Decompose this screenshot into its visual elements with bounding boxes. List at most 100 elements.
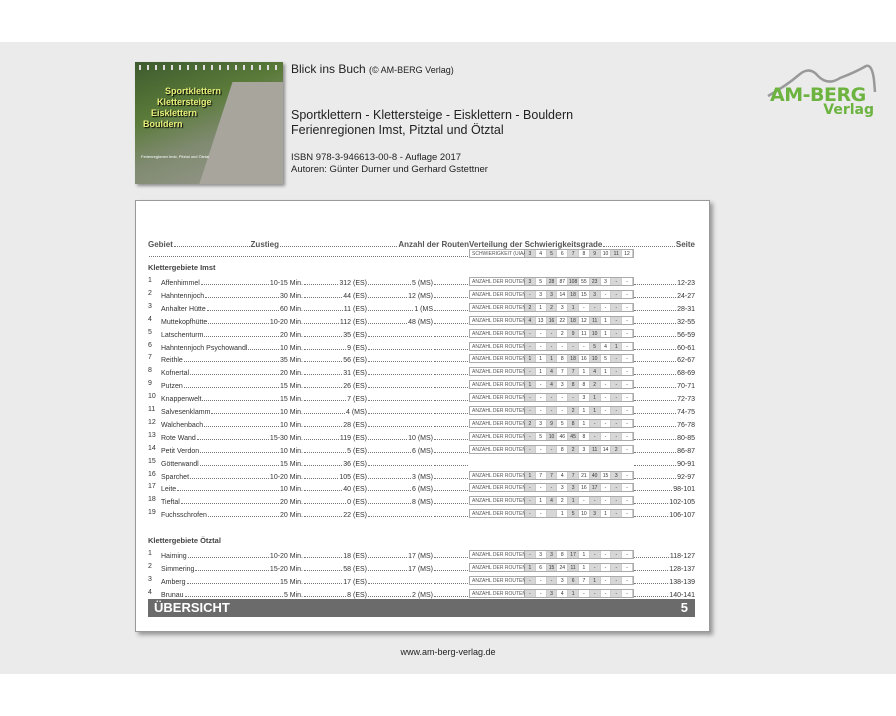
dot-leader bbox=[304, 516, 343, 518]
grade-count: 1 bbox=[536, 303, 547, 311]
grade-count: 6 bbox=[568, 576, 579, 584]
grade-count: 1 bbox=[525, 471, 536, 479]
grade-count: 1 bbox=[568, 589, 579, 597]
grade-count: - bbox=[536, 576, 547, 584]
dot-leader bbox=[434, 438, 468, 440]
grade-count: 12 bbox=[579, 316, 590, 324]
row-label: ANZAHL DER ROUTEN bbox=[472, 432, 526, 440]
cell: Petit Verdon 10 Min. bbox=[161, 445, 303, 455]
grade-count: 1 bbox=[579, 368, 590, 376]
cell bbox=[367, 342, 433, 352]
cell-value: 26 (ES) bbox=[343, 383, 367, 391]
cell: Brunau 5 Min. bbox=[161, 589, 303, 599]
row-label: ANZAHL DER ROUTEN bbox=[472, 471, 526, 479]
table-row: 16 Sparchet 10-20 Min. 105 (ES) 3 (MS) 92-97 A… bbox=[148, 470, 695, 481]
grade-distribution: ANZAHL DER ROUTEN -1 4 7 7 1 4 1- - bbox=[469, 367, 634, 377]
cell: 60-61 bbox=[633, 342, 695, 352]
cell: Tieftal 20 Min. bbox=[161, 496, 303, 506]
grade-count: - bbox=[611, 497, 623, 505]
table-row: 4 Muttekopfhütte 10-20 Min. 112 (ES) 48 (MS)… bbox=[148, 315, 695, 326]
dot-leader bbox=[304, 557, 343, 559]
row-number: 10 bbox=[148, 393, 156, 401]
cell: 40 (ES) bbox=[303, 483, 367, 493]
cell-value: 20 Min. bbox=[280, 331, 303, 339]
cell: 1 (MS bbox=[367, 303, 433, 313]
grade-count: 15 bbox=[546, 564, 558, 571]
cell bbox=[433, 576, 469, 586]
cell: 0 (ES) bbox=[303, 496, 367, 506]
cell: 36 (ES) bbox=[303, 458, 367, 468]
cell-value: 10 Min. bbox=[280, 486, 303, 494]
grade-count: - bbox=[579, 303, 590, 311]
grade-count: 1 bbox=[525, 564, 536, 571]
grade-count: 10 bbox=[546, 432, 558, 440]
row-label: ANZAHL DER ROUTEN bbox=[472, 329, 526, 337]
cell: 17 (MS) bbox=[367, 550, 433, 560]
row-label: ANZAHL DER ROUTEN bbox=[472, 394, 526, 402]
cell: 102-105 bbox=[633, 496, 695, 506]
grade-count: 22 bbox=[557, 316, 569, 324]
grade-header: 11 bbox=[611, 250, 623, 257]
dot-leader bbox=[434, 516, 468, 518]
dot-leader bbox=[634, 451, 677, 453]
grade-count: - bbox=[525, 497, 536, 505]
table-row: 7 Reithle 35 Min. 56 (ES) 62-67 ANZAHL DER RO… bbox=[148, 354, 695, 364]
row-label: ANZAHL DER ROUTEN bbox=[472, 368, 526, 376]
grade-count: 3 bbox=[579, 394, 590, 402]
row-number: 12 bbox=[148, 418, 156, 426]
grade-count: 87 bbox=[557, 278, 569, 285]
dot-leader bbox=[304, 503, 347, 505]
cover-line: Eisklettern bbox=[151, 108, 198, 118]
grade-count: 28 bbox=[546, 278, 558, 285]
cell: 5 (MS) bbox=[367, 277, 433, 287]
row-label: ANZAHL DER ROUTEN bbox=[472, 316, 526, 324]
cell-value: 28 (ES) bbox=[343, 421, 367, 429]
cell-value: Anzahl der Routen bbox=[398, 240, 469, 249]
grade-count: 46 bbox=[557, 432, 569, 440]
grade-count: 11 bbox=[568, 564, 579, 571]
dot-leader bbox=[634, 490, 673, 492]
grade-count: - bbox=[536, 589, 547, 597]
cell: 3 (MS) bbox=[367, 471, 433, 481]
cell bbox=[433, 458, 469, 468]
grade-count: 3 bbox=[536, 419, 547, 427]
row-number: 13 bbox=[148, 431, 156, 439]
cell-value: 5 (ES) bbox=[347, 447, 367, 455]
grade-count: 3 bbox=[546, 551, 558, 559]
dot-leader bbox=[434, 595, 468, 597]
cell bbox=[433, 367, 469, 377]
cell: 35 (ES) bbox=[303, 329, 367, 339]
dot-leader bbox=[634, 284, 677, 285]
grade-count: - bbox=[611, 368, 623, 376]
table-row: 9 Putzen 15 Min. 26 (ES) 70-71 ANZAHL DER ROU… bbox=[148, 380, 695, 390]
table-row: 4 Brunau 5 Min. 8 (ES) 2 (MS) 140-141 ANZAHL D… bbox=[148, 588, 695, 599]
dot-leader bbox=[368, 557, 408, 559]
dot-leader bbox=[304, 322, 339, 324]
row-number: 3 bbox=[148, 575, 152, 583]
cell: 70-71 bbox=[633, 380, 695, 390]
cell-value: 10 Min. bbox=[280, 447, 303, 455]
grade-count: - bbox=[525, 394, 536, 402]
grade-count: 5 bbox=[601, 355, 612, 363]
table-row: 2 Hahntennjoch 30 Min. 44 (ES) 12 (MS) 24-27 A… bbox=[148, 289, 695, 300]
dot-leader bbox=[603, 246, 675, 247]
grade-count: - bbox=[589, 589, 601, 597]
dot-leader bbox=[634, 595, 669, 597]
cell-label: Haiming bbox=[161, 553, 187, 561]
cell-value: 7 (ES) bbox=[347, 396, 367, 404]
grade-count: 3 bbox=[557, 484, 569, 492]
grade-count bbox=[546, 510, 558, 518]
cell-value: 17 (MS) bbox=[408, 553, 433, 561]
cell: 17 (MS) bbox=[367, 563, 433, 573]
grade-count: 8 bbox=[557, 355, 569, 363]
grade-count: - bbox=[557, 394, 569, 402]
grade-header: 4 bbox=[536, 250, 547, 257]
row-label: ANZAHL DER ROUTEN bbox=[472, 303, 526, 311]
cell-value: 18 (ES) bbox=[343, 553, 367, 561]
page-number: 5 bbox=[680, 600, 688, 615]
cell: 56 (ES) bbox=[303, 354, 367, 364]
row-number: 1 bbox=[148, 550, 152, 558]
dot-leader bbox=[368, 413, 432, 414]
logo-name: AM-BERG bbox=[770, 84, 866, 106]
grade-count: - bbox=[546, 576, 558, 584]
